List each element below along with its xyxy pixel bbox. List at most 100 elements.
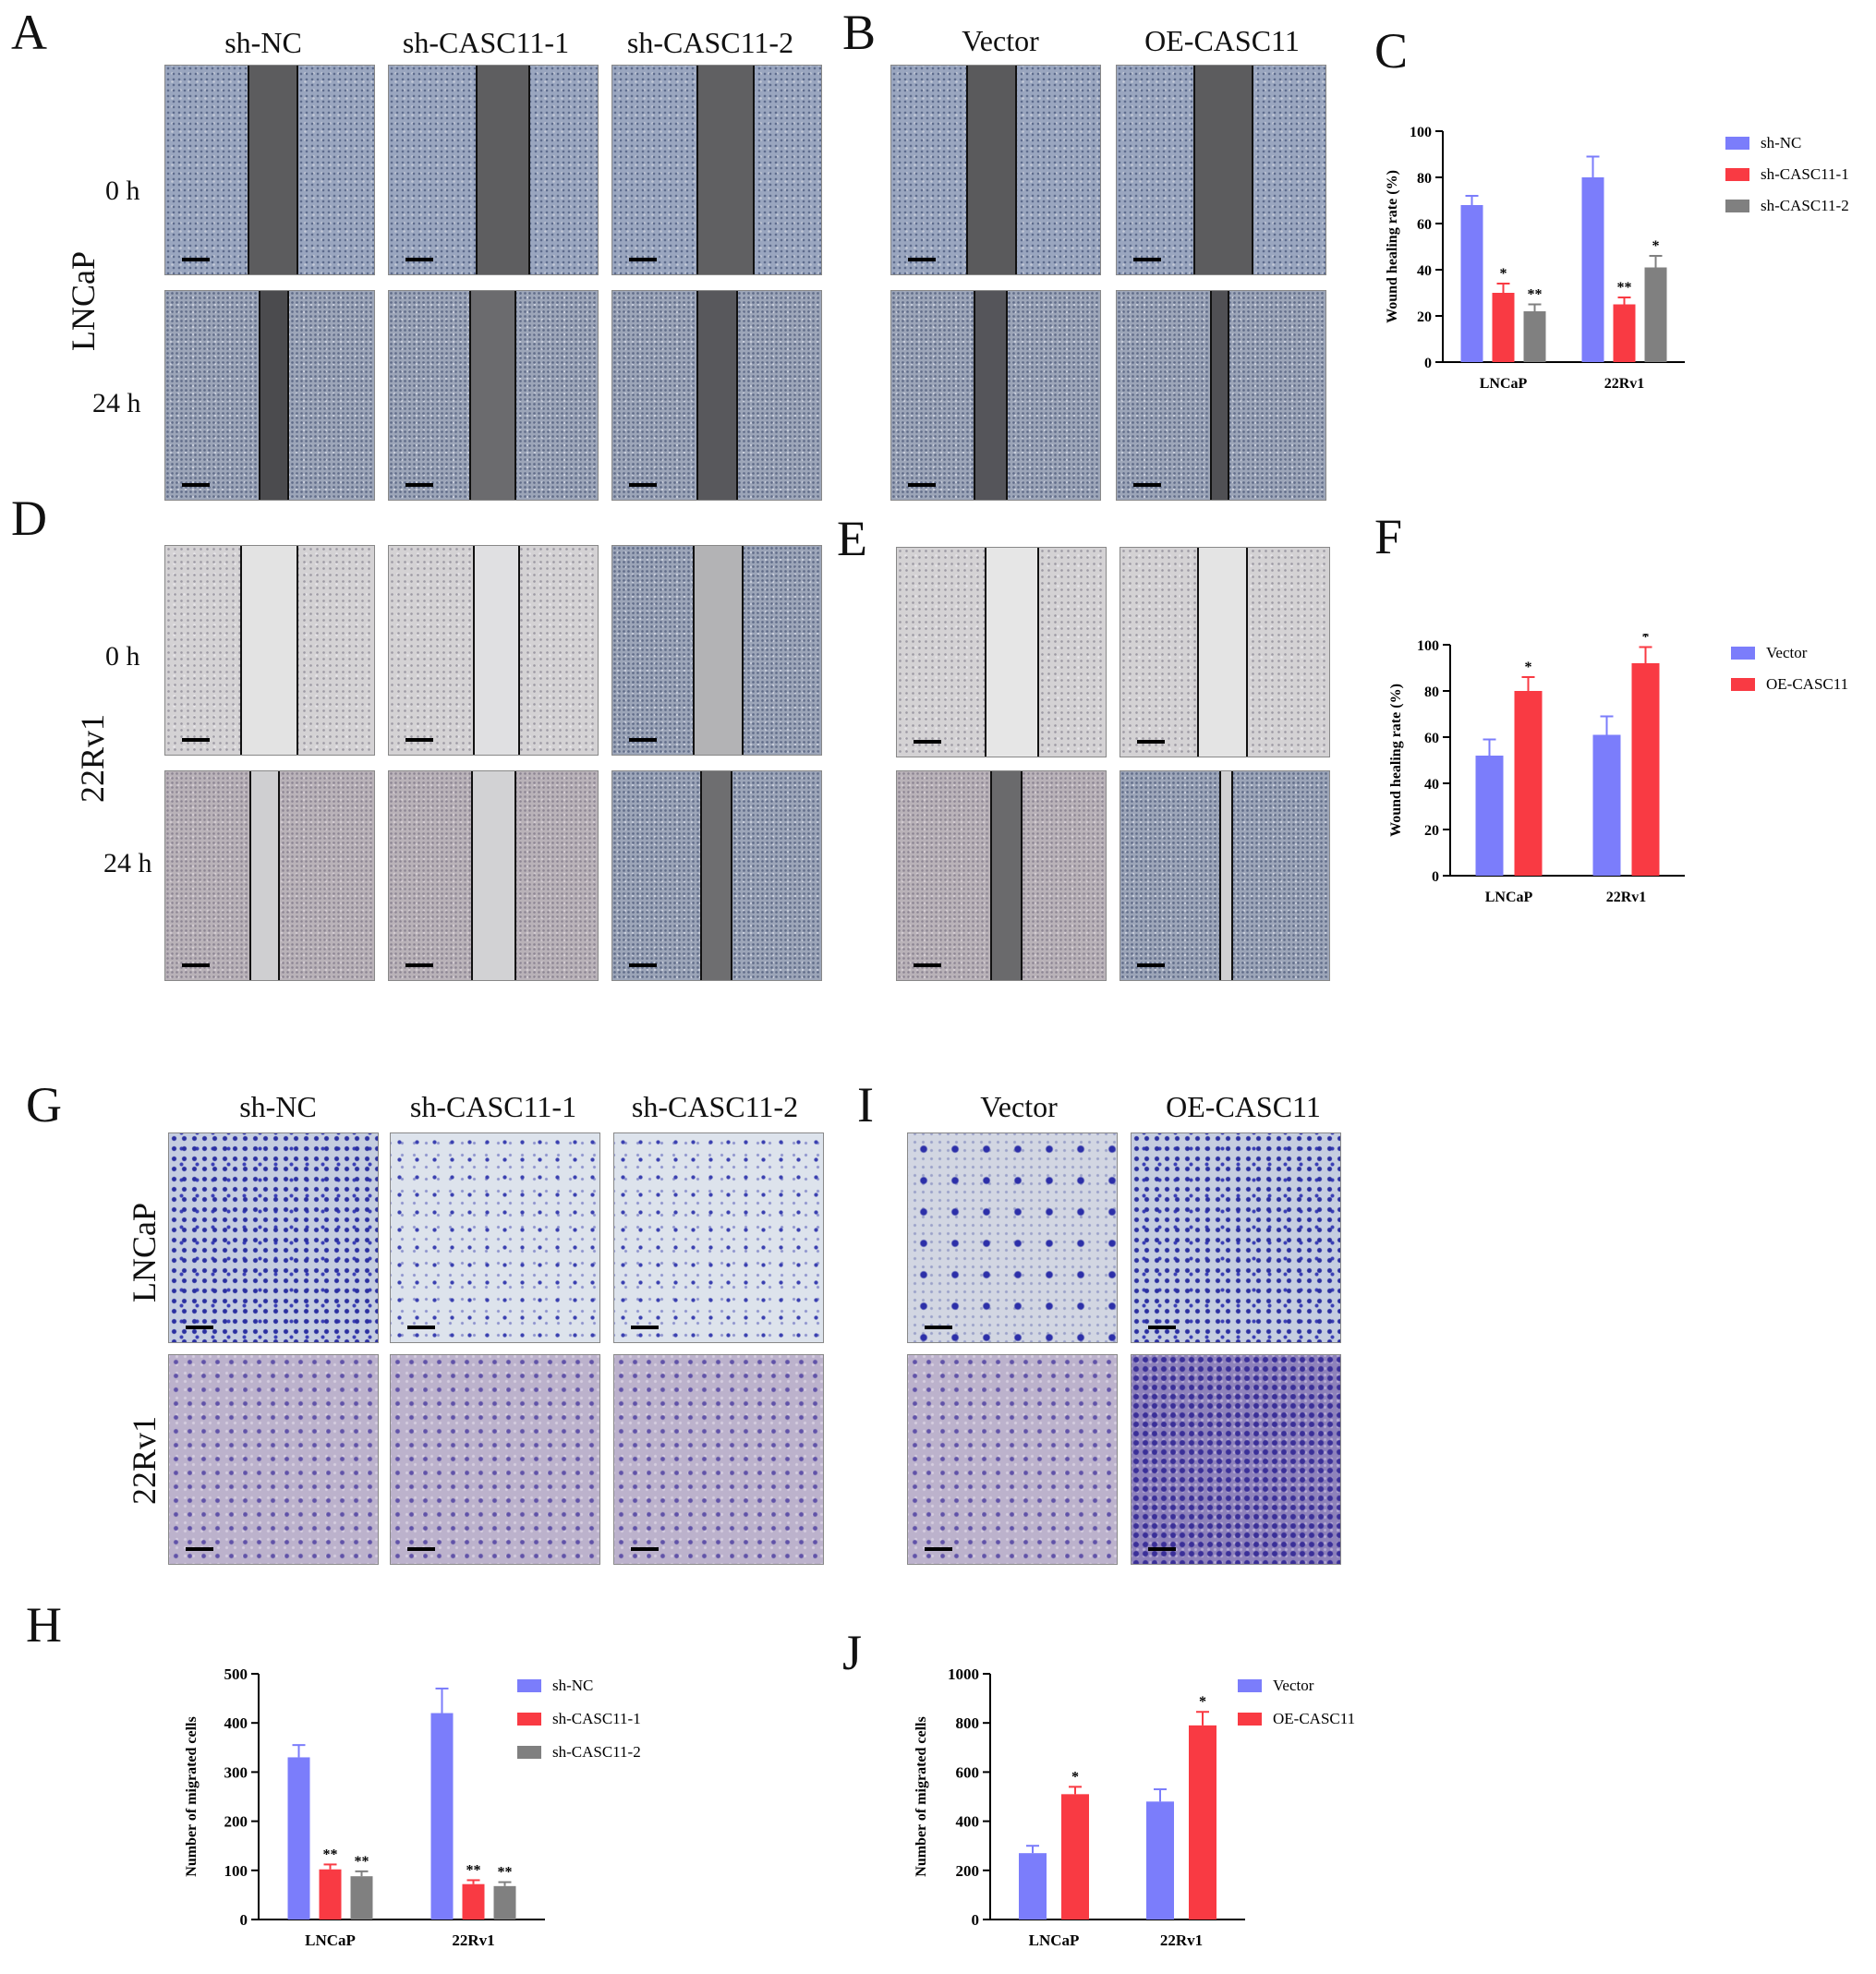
micrograph-E-0h-oe-casc11	[1120, 547, 1330, 757]
legend-swatch	[517, 1746, 541, 1759]
bar	[287, 1757, 310, 1920]
y-tick-label: 600	[956, 1763, 980, 1781]
y-tick-label: 100	[1410, 125, 1432, 140]
bar	[319, 1869, 342, 1920]
panel-label-J: J	[842, 1625, 863, 1680]
y-tick-label: 500	[224, 1665, 248, 1683]
legend-swatch	[1731, 647, 1755, 660]
bar	[1581, 177, 1604, 362]
bar	[493, 1885, 516, 1920]
cell-line-label-G-LNCaP: LNCaP	[126, 1203, 163, 1302]
y-tick-label: 100	[224, 1862, 248, 1880]
legend-swatch	[1731, 678, 1755, 691]
y-tick-label: 20	[1417, 309, 1432, 325]
significance-label: **	[466, 1862, 481, 1878]
col-label-vector-I: Vector	[980, 1090, 1058, 1123]
micrograph-D-0h-sh-casc11-1	[388, 545, 599, 756]
bar	[1613, 304, 1636, 362]
y-tick-label: 60	[1417, 217, 1432, 233]
micrograph-G-LNCaP-sh-nc	[168, 1132, 379, 1343]
legend-swatch	[1725, 137, 1749, 150]
bar	[1019, 1853, 1047, 1920]
x-category-label: 22Rv1	[1604, 376, 1645, 392]
legend-swatch	[1238, 1713, 1262, 1726]
row-label-24h-A: 24 h	[92, 388, 141, 418]
x-category-label: 22Rv1	[1160, 1932, 1203, 1949]
micrograph-B-0h-oe-casc11	[1116, 65, 1326, 275]
y-tick-label: 300	[224, 1763, 248, 1781]
significance-label: **	[1528, 287, 1543, 303]
bar	[1523, 311, 1546, 362]
bar-chart-J: 0 200 400 600 800 1000 Number of migrated cell…	[914, 1665, 1355, 1949]
bar	[1146, 1801, 1174, 1920]
y-tick-label: 200	[224, 1813, 248, 1831]
significance-label: **	[355, 1854, 369, 1870]
significance-label: *	[1071, 1769, 1079, 1785]
y-tick-label: 60	[1424, 731, 1439, 746]
x-category-label: LNCaP	[305, 1932, 356, 1949]
significance-label: *	[1642, 634, 1650, 646]
y-tick-label: 800	[956, 1714, 980, 1732]
y-tick-label: 1000	[948, 1665, 979, 1683]
micrograph-I-LNCaP-oe-casc11	[1131, 1132, 1341, 1343]
y-tick-label: 80	[1417, 171, 1432, 187]
significance-label: *	[1525, 660, 1532, 675]
panel-label-I: I	[857, 1077, 874, 1132]
x-category-label: 22Rv1	[452, 1932, 494, 1949]
micrograph-I-22Rv1-oe-casc11	[1131, 1354, 1341, 1565]
bar	[1592, 734, 1621, 876]
x-category-label: 22Rv1	[1606, 890, 1647, 905]
legend-label: OE-CASC11	[1766, 675, 1848, 693]
panel-label-F: F	[1374, 509, 1403, 564]
y-tick-label: 0	[1432, 869, 1439, 885]
bar-chart-F: 0 20 40 60 80 100 Wound healing rate (%) * LNCaP…	[1388, 634, 1848, 905]
legend-label: OE-CASC11	[1273, 1710, 1355, 1727]
panel-label-G: G	[26, 1077, 62, 1132]
bar-chart-H: 0 100 200 300 400 500 Number of migrated cells…	[184, 1665, 641, 1949]
cell-line-label-D: 22Rv1	[74, 714, 111, 804]
row-label-0h-D: 0 h	[105, 641, 140, 672]
col-label-sh-nc-G: sh-NC	[239, 1090, 317, 1123]
x-category-label: LNCaP	[1485, 890, 1533, 905]
legend-label: sh-CASC11-1	[1761, 165, 1849, 183]
panel-label-C: C	[1374, 23, 1409, 79]
micrograph-D-0h-sh-casc11-2	[611, 545, 822, 756]
micrograph-E-24h-vector	[896, 770, 1107, 981]
y-tick-label: 20	[1424, 823, 1439, 839]
legend-label: Vector	[1766, 644, 1808, 661]
cell-line-label-A: LNCaP	[65, 251, 102, 351]
col-label-oe-casc11-B: OE-CASC11	[1144, 24, 1300, 57]
y-tick-label: 0	[1424, 356, 1432, 371]
x-category-label: LNCaP	[1480, 376, 1528, 392]
y-tick-label: 400	[224, 1714, 248, 1732]
col-label-oe-casc11-I: OE-CASC11	[1166, 1090, 1321, 1123]
micrograph-E-0h-vector	[896, 547, 1107, 757]
micrograph-B-24h-oe-casc11	[1116, 290, 1326, 501]
y-tick-label: 40	[1417, 263, 1432, 279]
panel-label-E: E	[837, 511, 867, 566]
legend-label: Vector	[1273, 1677, 1314, 1694]
significance-label: *	[1500, 266, 1507, 282]
row-label-24h-D: 24 h	[103, 848, 152, 878]
legend-label: sh-NC	[1761, 134, 1801, 151]
col-label-sh-casc11-1-G: sh-CASC11-1	[409, 1090, 577, 1123]
micrograph-G-LNCaP-sh-casc11-2	[613, 1132, 824, 1343]
legend-label: sh-CASC11-2	[552, 1743, 641, 1761]
micrograph-A-0h-sh-nc	[164, 65, 375, 275]
y-tick-label: 0	[240, 1911, 248, 1929]
col-label-sh-casc11-2-A: sh-CASC11-2	[626, 26, 794, 59]
micrograph-D-0h-sh-nc	[164, 545, 375, 756]
y-tick-label: 400	[956, 1813, 980, 1831]
legend-label: sh-CASC11-2	[1761, 197, 1849, 214]
bar	[462, 1883, 485, 1920]
micrograph-D-24h-sh-casc11-1	[388, 770, 599, 981]
legend-label: sh-NC	[552, 1677, 593, 1694]
micrograph-G-22Rv1-sh-casc11-1	[390, 1354, 600, 1565]
bar	[1460, 205, 1483, 362]
legend-swatch	[517, 1679, 541, 1692]
micrograph-I-LNCaP-vector	[907, 1132, 1118, 1343]
row-label-0h-A: 0 h	[105, 176, 140, 206]
y-tick-label: 0	[972, 1911, 980, 1929]
bar	[1514, 691, 1543, 876]
